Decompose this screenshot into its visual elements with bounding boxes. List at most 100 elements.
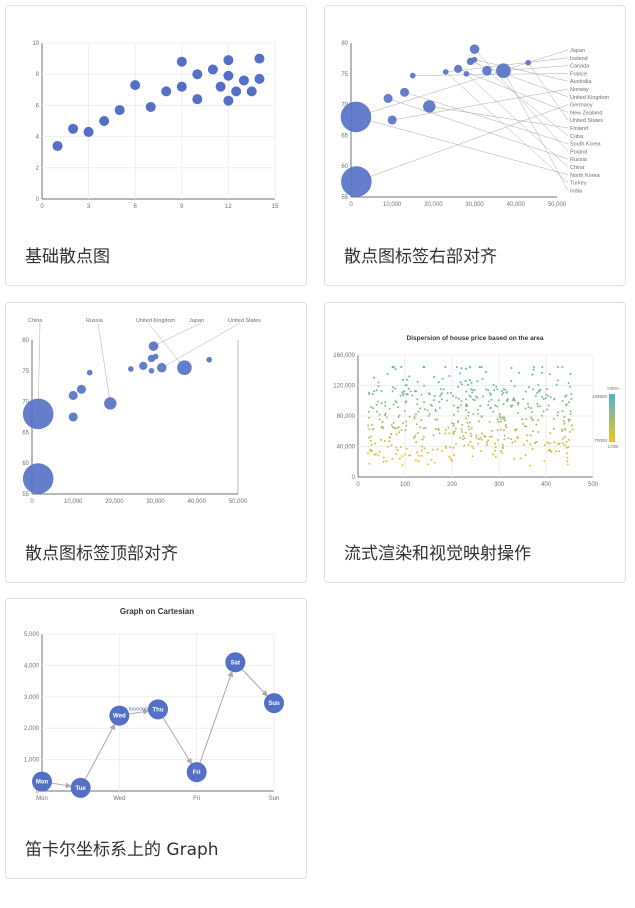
data-point [223,70,234,81]
data-point [409,390,412,393]
data-point [382,460,385,463]
x-tick-label: 50,000 [229,499,248,505]
data-point [83,126,94,137]
label-leader-line [404,92,569,144]
data-point [499,416,501,418]
data-point [438,400,441,403]
data-point [565,440,568,443]
data-point [420,454,423,457]
data-point [387,115,397,125]
data-point [467,414,470,417]
data-point [451,459,454,462]
label-leader-line [392,88,569,121]
data-point [128,366,134,372]
data-point [68,123,79,134]
card-title[interactable]: 笛卡尔坐标系上的 Graph [25,840,219,860]
data-point [417,410,420,413]
data-point [394,368,397,371]
data-point [378,413,381,416]
data-point [438,407,441,409]
data-point [540,371,543,374]
data-point [501,393,504,396]
x-tick-label: 400 [541,482,552,488]
x-tick-label: Wed [113,796,125,802]
data-point [471,391,474,394]
y-tick-label: 6 [36,103,40,109]
data-point [486,441,489,444]
y-tick-label: 60 [341,164,348,170]
data-point [495,385,498,388]
data-point [537,384,540,386]
data-point [447,426,450,429]
data-point [500,389,503,392]
graph-node [148,699,168,720]
x-tick-label: 30,000 [146,499,165,505]
data-point [496,418,499,421]
data-point [492,410,495,413]
example-card-graph-cartesian[interactable]: Graph on Cartesian 0 1,000 2,000 3,000 4,000 5… [5,598,307,879]
data-point [487,389,490,392]
example-card-label-align-top[interactable]: 55 60 65 70 75 80 0 10,000 20,000 30,000 40,000 50,… [5,302,307,583]
data-point [485,443,488,446]
data-point [176,81,187,92]
data-point [467,425,470,428]
x-tick-label: 10,000 [64,499,83,505]
card-title[interactable]: 基础散点图 [25,247,110,267]
data-point [513,385,516,388]
data-point [511,441,514,444]
example-card-label-align-right[interactable]: 55 60 65 70 75 80 0 10,000 20,000 30,000 40,000 50,… [324,5,626,286]
data-point [539,405,542,408]
graph-node [186,762,207,783]
y-tick-label: 0 [352,475,356,481]
data-point [505,426,508,429]
data-point [417,454,420,457]
data-point [449,391,452,394]
example-card-stream-visualmap[interactable]: Dispersion of house price based on the a… [324,302,626,583]
visualmap-bar [609,394,615,442]
card-title[interactable]: 流式渲染和视觉映射操作 [344,544,531,564]
data-point [487,439,490,442]
data-point [471,388,474,391]
data-point [525,59,531,66]
chart-thumbnail: Dispersion of house price based on the a… [333,335,619,488]
card-title[interactable]: 散点图标签右部对齐 [344,247,497,267]
data-point [566,460,569,463]
data-point [477,438,480,441]
data-point [532,388,535,391]
data-point [479,436,482,439]
label-leader-line [153,322,202,347]
data-point [375,403,378,406]
data-point [529,443,532,446]
point-label: Australia [570,79,592,85]
x-tick-label: 0 [30,499,34,505]
data-point [507,437,510,440]
x-tick-label: Mon [36,796,48,802]
data-point [570,424,573,427]
data-point [428,412,431,415]
data-point [457,385,460,388]
data-point [549,442,552,445]
data-point [501,443,504,446]
data-point [462,435,465,438]
data-point [514,440,517,443]
label-leader-line [355,116,569,176]
data-point [526,403,529,405]
data-point [435,428,437,430]
data-point [532,430,535,433]
data-point [553,398,556,401]
data-point [398,414,401,417]
data-point [401,455,404,458]
data-point [543,444,546,447]
card-title[interactable]: 散点图标签顶部对齐 [25,544,178,564]
data-point [223,55,234,66]
data-point [485,388,488,391]
data-point [490,406,493,409]
data-point [409,72,416,79]
data-point [547,404,550,407]
data-point [502,388,505,390]
data-point [476,396,479,399]
example-card-basic-scatter[interactable]: 0 2 4 6 8 10 0 3 6 9 12 15 基础散点图 [5,5,307,286]
data-point [535,441,538,444]
point-label: Russia [86,318,104,324]
data-point [490,398,493,401]
